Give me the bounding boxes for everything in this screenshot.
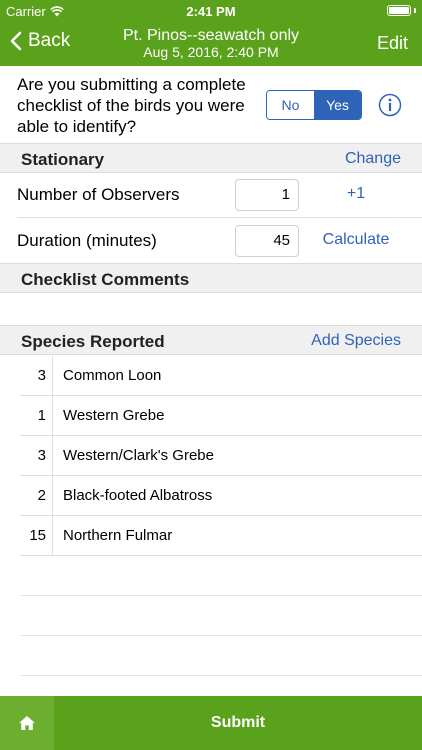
status-time: 2:41 PM bbox=[186, 4, 236, 19]
species-count: 1 bbox=[20, 396, 53, 436]
battery-icon bbox=[387, 5, 416, 16]
empty-row bbox=[20, 556, 422, 596]
change-protocol-button[interactable]: Change bbox=[344, 150, 401, 167]
observers-label: Number of Observers bbox=[17, 185, 180, 204]
submit-button[interactable]: Submit bbox=[54, 696, 422, 750]
species-name: Common Loon bbox=[63, 367, 162, 384]
checklist-location: Pt. Pinos--seawatch only bbox=[122, 27, 300, 44]
species-count: 3 bbox=[20, 436, 53, 476]
duration-input[interactable]: 45 bbox=[235, 225, 299, 257]
home-button[interactable] bbox=[0, 696, 54, 750]
species-count: 3 bbox=[20, 356, 53, 396]
table-row[interactable]: 2 Black-footed Albatross bbox=[20, 476, 422, 516]
no-segment[interactable]: No bbox=[267, 91, 314, 119]
row-divider bbox=[17, 217, 422, 218]
question-text: Are you submitting a complete checklist … bbox=[17, 75, 246, 136]
comments-title: Checklist Comments bbox=[21, 270, 190, 289]
checklist-datetime: Aug 5, 2016, 2:40 PM bbox=[143, 44, 279, 60]
back-button[interactable]: Back bbox=[10, 30, 70, 52]
comments-section-header: Checklist Comments bbox=[0, 263, 422, 293]
yes-segment[interactable]: Yes bbox=[314, 91, 361, 119]
bottom-bar: Submit bbox=[0, 696, 422, 750]
edit-button[interactable]: Edit bbox=[376, 33, 408, 53]
observers-row: Number of Observers 1 +1 bbox=[0, 172, 422, 218]
status-bar: Carrier 2:41 PM bbox=[0, 0, 422, 22]
duration-label: Duration (minutes) bbox=[17, 231, 157, 250]
add-observer-button[interactable]: +1 bbox=[346, 185, 366, 202]
add-species-button[interactable]: Add Species bbox=[311, 332, 401, 349]
wifi-icon bbox=[49, 6, 64, 17]
observers-input[interactable]: 1 bbox=[235, 179, 299, 211]
status-carrier: Carrier bbox=[6, 4, 64, 19]
info-icon[interactable] bbox=[378, 93, 402, 117]
species-count: 15 bbox=[20, 516, 53, 556]
nav-title: Pt. Pinos--seawatch only Aug 5, 2016, 2:… bbox=[100, 27, 322, 61]
complete-checklist-question: Are you submitting a complete checklist … bbox=[0, 66, 422, 144]
species-name: Black-footed Albatross bbox=[63, 487, 213, 504]
species-name: Western Grebe bbox=[63, 407, 165, 424]
table-row[interactable]: 3 Western/Clark's Grebe bbox=[20, 436, 422, 476]
species-list: 3 Common Loon 1 Western Grebe 3 Western/… bbox=[20, 356, 422, 676]
species-section-header: Species Reported Add Species bbox=[0, 325, 422, 355]
complete-checklist-toggle: No Yes bbox=[266, 90, 362, 120]
empty-row bbox=[20, 596, 422, 636]
chevron-left-icon bbox=[10, 31, 22, 51]
home-icon bbox=[19, 716, 35, 730]
species-name: Western/Clark's Grebe bbox=[63, 447, 214, 464]
carrier-label: Carrier bbox=[6, 4, 46, 19]
header: Carrier 2:41 PM Back Pt. Pinos--seawatch… bbox=[0, 0, 422, 66]
table-row[interactable]: 1 Western Grebe bbox=[20, 396, 422, 436]
duration-row: Duration (minutes) 45 Calculate bbox=[0, 218, 422, 264]
empty-row bbox=[20, 636, 422, 676]
table-row[interactable]: 3 Common Loon bbox=[20, 356, 422, 396]
protocol-section-header: Stationary Change bbox=[0, 143, 422, 173]
species-title: Species Reported bbox=[21, 332, 165, 351]
table-row[interactable]: 15 Northern Fulmar bbox=[20, 516, 422, 556]
species-name: Northern Fulmar bbox=[63, 527, 173, 544]
comments-field[interactable] bbox=[0, 294, 422, 325]
protocol-title: Stationary bbox=[21, 150, 105, 169]
back-label: Back bbox=[28, 30, 71, 51]
calculate-duration-button[interactable]: Calculate bbox=[322, 231, 390, 248]
species-count: 2 bbox=[20, 476, 53, 516]
